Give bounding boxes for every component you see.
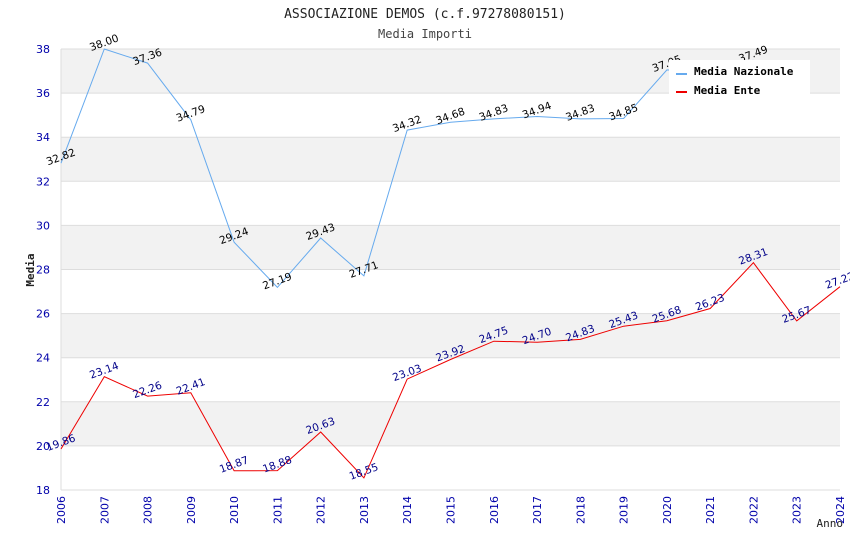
x-tick-label: 2020 xyxy=(661,496,674,524)
series-layer xyxy=(60,48,841,479)
y-tick-label: 38 xyxy=(36,43,50,56)
x-tick-label: 2014 xyxy=(401,496,414,524)
x-tick-label: 2010 xyxy=(228,496,241,524)
y-tick-label: 26 xyxy=(36,308,50,321)
y-tick-label: 28 xyxy=(36,264,50,277)
x-axis-title: Anno xyxy=(817,517,844,530)
plot-band xyxy=(61,269,840,314)
x-tick-label: 2019 xyxy=(618,496,631,524)
x-tick-label: 2011 xyxy=(271,496,284,524)
x-tick-label: 2015 xyxy=(445,496,458,524)
y-tick-label: 22 xyxy=(36,396,50,409)
y-tick-label: 34 xyxy=(36,131,50,144)
y-tick-label: 18 xyxy=(36,484,50,497)
series-line-media-nazionale xyxy=(60,48,754,289)
plot-band xyxy=(61,445,840,490)
y-tick-label: 36 xyxy=(36,87,50,100)
x-tick-label: 2009 xyxy=(185,496,198,524)
x-tick-label: 2016 xyxy=(488,496,501,524)
plot-band xyxy=(61,313,840,358)
x-tick-label: 2017 xyxy=(531,496,544,524)
plot-band xyxy=(61,137,840,182)
series-line-media-ente xyxy=(60,261,841,479)
y-tick-label: 24 xyxy=(36,352,50,365)
plot-band xyxy=(61,93,840,138)
legend: Media Nazionale Media Ente xyxy=(669,60,810,97)
x-tick-label: 2007 xyxy=(98,496,111,524)
plot-band xyxy=(61,357,840,402)
y-tick-label: 20 xyxy=(36,440,50,453)
x-tick-label: 2013 xyxy=(358,496,371,524)
x-tick-label: 2021 xyxy=(704,496,717,524)
x-tick-label: 2012 xyxy=(315,496,328,524)
x-tick-label: 2018 xyxy=(574,496,587,524)
plot-band xyxy=(61,181,840,226)
x-tick-label: 2008 xyxy=(142,496,155,524)
chart-title: ASSOCIAZIONE DEMOS (c.f.97278080151) xyxy=(284,7,566,22)
legend-box xyxy=(669,60,810,96)
legend-label-media-ente: Media Ente xyxy=(694,84,761,97)
chart-subtitle: Media Importi xyxy=(378,27,472,41)
x-tick-label: 2023 xyxy=(791,496,804,524)
x-tick-label: 2022 xyxy=(747,496,760,524)
plot-band xyxy=(61,401,840,446)
legend-label-media-nazionale: Media Nazionale xyxy=(694,65,794,78)
x-tick-label: 2024 xyxy=(834,496,847,524)
plot-bands xyxy=(61,49,840,490)
plot-band xyxy=(61,225,840,270)
y-axis-title: Media xyxy=(24,253,37,286)
y-tick-label: 32 xyxy=(36,175,50,188)
y-tick-label: 30 xyxy=(36,219,50,232)
x-tick-label: 2006 xyxy=(55,496,68,524)
